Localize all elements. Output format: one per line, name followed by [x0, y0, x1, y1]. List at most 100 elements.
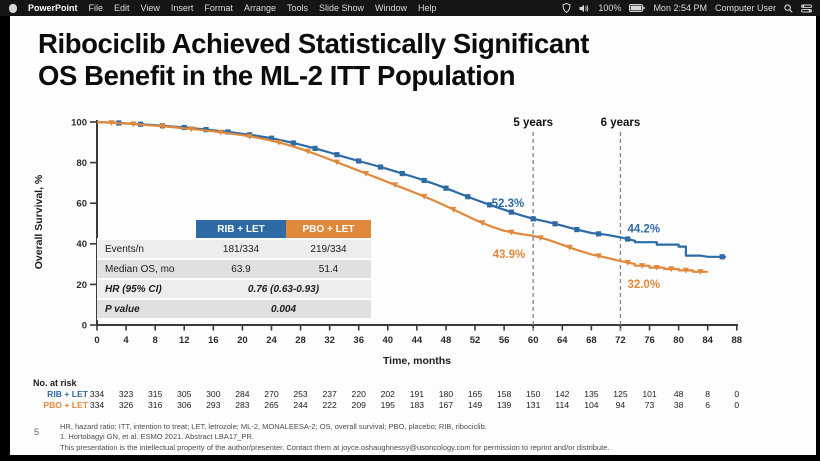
summary-value: 181/334 — [196, 240, 286, 260]
x-tick-label: 36 — [353, 335, 364, 346]
summary-value-span: 0.76 (0.63-0.93) — [196, 280, 371, 300]
risk-count: 165 — [467, 389, 483, 399]
risk-count: 270 — [264, 389, 279, 399]
y-tick-label: 40 — [76, 239, 87, 250]
x-tick-label: 84 — [702, 335, 713, 346]
risk-count: 180 — [438, 389, 454, 399]
x-axis-title: Time, months — [383, 355, 451, 367]
slide-title: Ribociclib Achieved Statistically Signif… — [38, 28, 798, 92]
y-tick-label: 60 — [76, 199, 87, 210]
x-tick-label: 72 — [615, 335, 626, 346]
censor-marker-triangle — [362, 170, 370, 177]
censor-marker-triangle — [420, 193, 428, 200]
censor-marker-triangle — [246, 133, 253, 140]
landmark-percent-label: 44.2% — [627, 223, 660, 235]
censor-marker-triangle — [391, 182, 399, 189]
menu-bar-clock[interactable]: Mon 2:54 PM — [653, 3, 707, 13]
censor-marker-triangle — [275, 139, 282, 146]
menu-item-window[interactable]: Window — [375, 3, 408, 13]
censor-marker-square — [574, 226, 580, 233]
risk-count: 202 — [380, 389, 395, 399]
risk-count: 305 — [177, 389, 192, 399]
censor-marker-triangle — [595, 253, 602, 260]
battery-percentage: 100% — [598, 3, 622, 13]
summary-row-label: Median OS, mo — [97, 260, 196, 280]
risk-count: 293 — [206, 400, 221, 410]
censor-marker-square — [486, 202, 493, 208]
censor-marker-triangle — [304, 148, 312, 155]
risk-count: 73 — [644, 400, 655, 410]
landmark-vline-label: 6 years — [601, 117, 641, 129]
x-tick-label: 28 — [295, 335, 306, 346]
landmark-percent-label: 52.3% — [492, 198, 525, 210]
x-tick-label: 24 — [266, 335, 277, 346]
menu-item-tools[interactable]: Tools — [286, 3, 308, 13]
os-summary-table: RIB + LET PBO + LET Events/n 181/334 219/334… — [97, 220, 371, 320]
censor-marker-triangle — [217, 129, 224, 136]
risk-count: 306 — [177, 400, 192, 410]
x-tick-label: 60 — [528, 335, 539, 346]
censor-marker-square — [625, 236, 631, 242]
menu-item-format[interactable]: Format — [204, 3, 233, 13]
risk-row-label: RIB + LET — [47, 389, 88, 399]
menu-item-arrange[interactable]: Arrange — [243, 3, 276, 13]
summary-value: 219/334 — [286, 240, 371, 260]
censor-marker-square — [596, 231, 602, 237]
y-tick-label: 20 — [76, 280, 87, 291]
risk-count: 265 — [264, 400, 279, 410]
risk-count: 334 — [89, 389, 105, 399]
risk-count: 150 — [526, 389, 541, 399]
censor-marker-square — [377, 164, 384, 170]
risk-count: 222 — [322, 400, 337, 410]
risk-count: 237 — [322, 389, 337, 399]
summary-value: 63.9 — [196, 260, 286, 280]
risk-count: 114 — [555, 400, 570, 410]
censor-marker-triangle — [188, 126, 195, 133]
menu-item-file[interactable]: File — [88, 3, 104, 13]
apple-menu-icon[interactable] — [9, 3, 17, 13]
footnote-line-1: HR, hazard ratio; ITT, intention to trea… — [60, 422, 487, 431]
summary-row-label: P value — [97, 300, 196, 320]
menu-bar-user[interactable]: Computer User — [714, 3, 776, 13]
censor-marker-triangle — [508, 229, 515, 236]
censor-marker-square — [508, 209, 514, 215]
summary-value-span: 0.004 — [196, 300, 371, 320]
x-tick-label: 48 — [441, 335, 452, 346]
app-name[interactable]: PowerPoint — [28, 3, 78, 13]
censor-marker-square — [290, 140, 296, 146]
x-tick-label: 16 — [208, 335, 219, 346]
control-center-icon[interactable] — [801, 4, 812, 13]
menu-item-slide-show[interactable]: Slide Show — [318, 3, 365, 13]
censor-marker-square — [312, 145, 318, 151]
summary-value: 51.4 — [286, 260, 371, 280]
censor-marker-square — [421, 177, 427, 184]
menu-item-insert[interactable]: Insert — [170, 3, 194, 13]
censor-marker-triangle — [653, 264, 660, 271]
censor-marker-triangle — [697, 269, 704, 275]
slide-page-number: 5 — [34, 427, 40, 437]
menu-item-view[interactable]: View — [140, 3, 160, 13]
censor-marker-square — [719, 254, 725, 260]
footnote-line-2: 1. Hortobagyi GN, et al. ESMO 2021. Abst… — [60, 431, 254, 441]
summary-row-label: Events/n — [97, 240, 196, 260]
risk-count: 0 — [734, 389, 740, 399]
volume-icon[interactable] — [579, 4, 590, 13]
risk-count: 244 — [293, 400, 308, 410]
menu-item-edit[interactable]: Edit — [114, 3, 130, 13]
x-tick-label: 64 — [557, 335, 568, 346]
footnote-line-3: This presentation is the intellectual pr… — [60, 443, 610, 453]
footnotes: HR, hazard ratio; ITT, intention to trea… — [60, 422, 808, 453]
menu-item-help[interactable]: Help — [418, 3, 437, 13]
search-icon[interactable] — [784, 3, 793, 13]
battery-icon[interactable] — [629, 4, 646, 12]
summary-row-label: HR (95% CI) — [97, 280, 196, 300]
y-tick-label: 100 — [71, 117, 87, 128]
risk-count: 158 — [496, 389, 512, 399]
risk-count: 167 — [438, 400, 454, 410]
x-tick-label: 12 — [179, 335, 190, 346]
censor-marker-triangle — [668, 266, 675, 273]
landmark-percent-label: 43.9% — [493, 249, 526, 261]
x-tick-label: 80 — [673, 335, 684, 346]
shield-icon[interactable] — [562, 3, 571, 13]
